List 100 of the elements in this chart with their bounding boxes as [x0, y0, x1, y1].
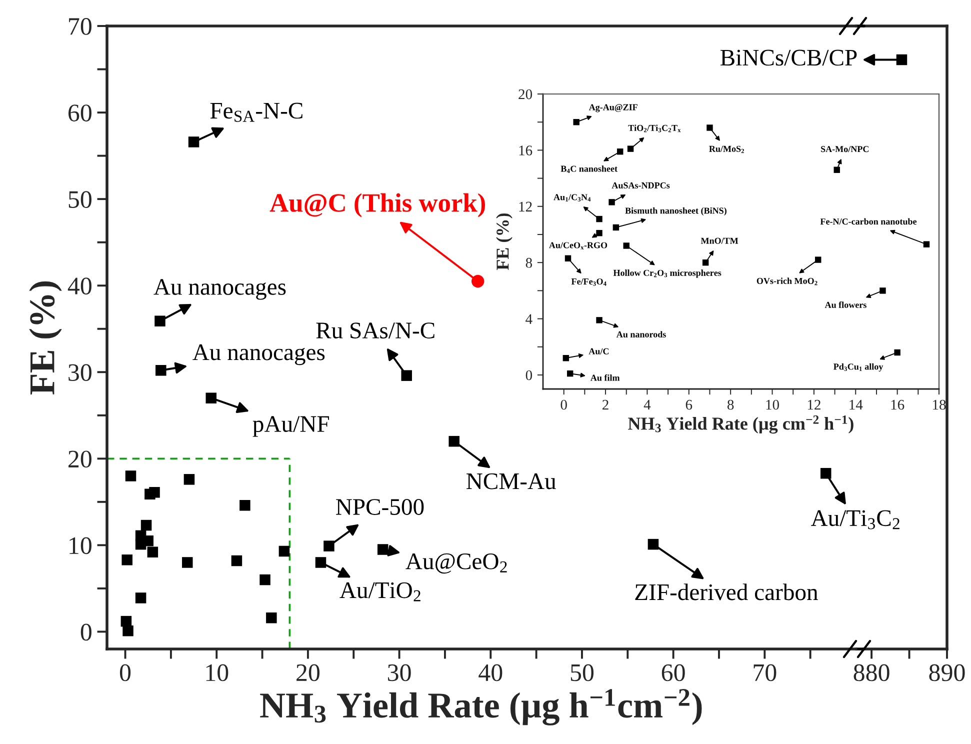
x-tick-label: 8: [727, 400, 734, 410]
point: [596, 317, 602, 324]
x-tick-label: 16: [891, 400, 904, 410]
point: [596, 216, 602, 222]
annotation: Ag-Au@ZIF: [588, 104, 638, 112]
point: [135, 592, 146, 604]
annotation: BiNCs/CB/CP: [720, 50, 857, 66]
point: [608, 199, 615, 206]
annotation: Pd$_{3}$Cu$_{1}$ alloy: [834, 363, 884, 372]
x-tick-label: 60: [662, 664, 685, 682]
point: [324, 540, 334, 552]
point: [206, 392, 217, 404]
annotation: Au/TiO$_{2}$: [340, 582, 420, 602]
point: [140, 520, 152, 531]
point: [880, 288, 886, 294]
x-tick-label: 0: [120, 664, 131, 682]
annotation: NCM-Au: [466, 473, 556, 490]
point: [144, 488, 156, 500]
point: [125, 470, 136, 482]
annotation: Au flowers: [824, 301, 866, 308]
point: [648, 538, 659, 550]
annotation: Au/CeO$_{x}$-RGO: [549, 242, 608, 250]
point: [612, 224, 620, 231]
point: [815, 256, 822, 263]
y-tick-label: 30: [68, 364, 92, 382]
annotation: OVs-rich MoO$_{2}$: [756, 278, 818, 286]
y-tick-label: 60: [68, 104, 92, 122]
x-tick-label: 40: [478, 664, 502, 682]
point: [135, 538, 146, 550]
annotation: Fe-N/C-carbon nanotube: [820, 218, 917, 225]
point: [617, 148, 624, 155]
annotation: Au nanocages: [192, 344, 325, 366]
point: [562, 354, 570, 362]
x-axis-title: NH$_{3}$ Yield Rate (µg cm$^{−2}$ h$^{−1}$): [628, 415, 854, 434]
point: [923, 241, 930, 248]
point: [573, 118, 580, 126]
y-tick-label: 50: [68, 191, 92, 208]
annotation: NPC-500: [336, 499, 424, 515]
annotation: Bismuth nanosheet (BiNS): [625, 207, 726, 216]
annotation: Ru SAs/N-C: [316, 322, 434, 338]
point: [596, 230, 602, 236]
y-tick-label: 8: [526, 258, 532, 268]
annotation: Au nanocages: [154, 279, 286, 300]
y-tick-label: 16: [519, 146, 532, 156]
y-tick-label: 40: [68, 278, 92, 295]
x-tick-label: 30: [388, 664, 411, 682]
point: [184, 474, 195, 485]
x-tick-label: 12: [808, 400, 820, 410]
x-tick-label: 20: [296, 664, 320, 682]
point: [278, 546, 290, 557]
point: [188, 136, 200, 148]
point: [627, 146, 634, 152]
x-tick-label: 10: [766, 400, 779, 410]
point: [156, 365, 166, 376]
annotation: SA-Mo/NPC: [821, 146, 869, 152]
x-tick-label: 4: [644, 400, 651, 410]
annotation: AuSAs-NDPCs: [612, 182, 670, 188]
annotation: Fe$_{SA}$-N-C: [210, 102, 302, 122]
annotation: Au/C: [588, 348, 609, 354]
point: [401, 370, 412, 381]
annotation: Fe/Fe$_{3}$O$_{4}$: [571, 278, 606, 286]
point: [122, 554, 132, 566]
x-axis-title: NH$_{3}$ Yield Rate (µg h$^{−1}$cm$^{−2}$): [260, 689, 702, 726]
point: [702, 259, 709, 266]
annotation: B$_{4}$C nanosheet: [560, 165, 618, 173]
point: [154, 316, 166, 326]
annotation: ZIF-derived carbon: [635, 584, 818, 600]
x-tick-label: 14: [850, 400, 863, 410]
y-tick-label: 20: [518, 89, 532, 100]
point: [182, 557, 193, 568]
annotation: Au film: [590, 374, 620, 381]
y-tick-label: 0: [80, 624, 92, 641]
annotation: Au@C (This work): [270, 193, 485, 218]
x-tick-label: 50: [570, 664, 594, 682]
annotation: Au@CeO$_{2}$: [406, 553, 507, 574]
point: [623, 242, 630, 249]
y-tick-label: 10: [70, 537, 92, 554]
point: [315, 557, 326, 568]
annotation: MnO/TM: [700, 238, 738, 244]
point: [377, 544, 388, 555]
x-tick-label: 890: [929, 664, 965, 682]
y-axis-title: FE (%): [496, 213, 512, 270]
annotation: Au$_{1}$/C$_{3}$N$_{4}$: [554, 194, 591, 202]
point: [266, 612, 277, 624]
point: [122, 625, 134, 636]
x-tick-label: 6: [686, 400, 692, 410]
annotation: Ru/MoS$_{2}$: [709, 146, 744, 154]
x-tick-label: 880: [854, 664, 890, 682]
annotation: pAu/NF: [252, 416, 329, 437]
x-tick-label: 2: [602, 400, 608, 410]
point: [147, 546, 158, 558]
point: [564, 255, 572, 262]
x-tick-label: 0: [560, 400, 567, 410]
annotation: Au/Ti$_{3}$C$_{2}$: [810, 510, 900, 530]
y-axis-title: FE (%): [29, 281, 62, 395]
annotation: Au nanorods: [616, 331, 666, 338]
point: [834, 166, 840, 173]
y-tick-label: 12: [519, 202, 532, 212]
point: [260, 574, 270, 586]
annotation: Hollow Cr$_{2}$O$_{3}$ microspheres: [613, 270, 722, 278]
